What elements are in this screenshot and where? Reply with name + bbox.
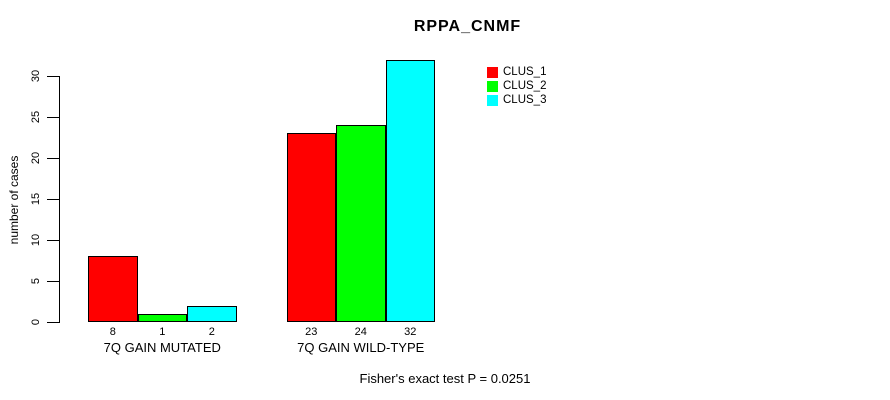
bar-value-label: 23 — [305, 326, 318, 338]
y-tick-label: 20 — [30, 151, 42, 165]
bar-value-label: 8 — [109, 326, 116, 338]
y-tick-label: 10 — [30, 233, 42, 247]
y-tick-label: 30 — [30, 69, 42, 83]
y-tick-label: 5 — [30, 277, 42, 285]
legend-item: CLUS_2 — [487, 79, 546, 93]
bar-value-label: 24 — [354, 326, 367, 338]
bar-value-label: 1 — [159, 326, 166, 338]
y-tick-mark — [47, 240, 59, 241]
bar-clus_3-group2 — [385, 60, 435, 322]
y-axis-label: number of cases — [7, 155, 21, 245]
y-tick-label: 25 — [30, 110, 42, 124]
bar-clus_3-group1 — [187, 306, 237, 322]
y-tick-label: 15 — [30, 192, 42, 206]
x-axis-category-label: 7Q GAIN MUTATED — [103, 340, 221, 355]
y-tick-mark — [47, 199, 59, 200]
legend-item: CLUS_3 — [487, 93, 546, 107]
x-axis-category-label: 7Q GAIN WILD-TYPE — [297, 340, 425, 355]
y-tick-mark — [47, 76, 59, 77]
legend: CLUS_1 CLUS_2 CLUS_3 — [487, 65, 546, 107]
y-axis-line — [59, 76, 60, 323]
chart-title: RPPA_CNMF — [413, 18, 522, 35]
legend-label: CLUS_2 — [503, 80, 547, 92]
y-tick-mark — [47, 117, 59, 118]
legend-label: CLUS_1 — [503, 66, 547, 78]
bar-clus_2-group1 — [137, 314, 187, 322]
y-tick-mark — [47, 281, 59, 282]
y-tick-label: 0 — [30, 318, 42, 326]
legend-swatch-icon — [487, 80, 498, 92]
bar-value-label: 2 — [208, 326, 215, 338]
legend-label: CLUS_3 — [503, 94, 547, 106]
bar-clus_1-group1 — [88, 256, 138, 322]
y-tick-mark — [47, 158, 59, 159]
y-tick-mark — [47, 322, 59, 323]
bar-clus_2-group2 — [336, 125, 386, 322]
legend-item: CLUS_1 — [487, 65, 546, 79]
footnote-text: Fisher's exact test P = 0.0251 — [359, 371, 531, 386]
legend-swatch-icon — [487, 94, 498, 106]
bar-value-label: 32 — [404, 326, 417, 338]
legend-swatch-icon — [487, 66, 498, 78]
bar-clus_1-group2 — [286, 133, 336, 322]
